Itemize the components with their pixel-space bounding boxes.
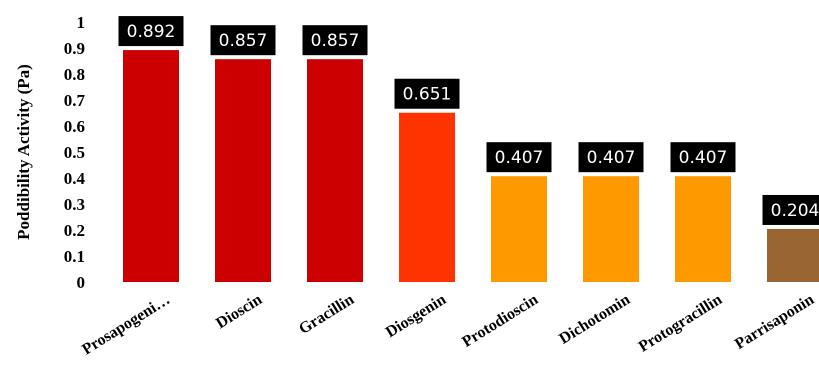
y-tick-label: 0.3 xyxy=(64,195,85,214)
x-category-label: Dichotomin xyxy=(556,291,633,348)
data-label: 0.407 xyxy=(495,148,544,168)
data-label: 0.407 xyxy=(587,148,636,168)
bar xyxy=(583,176,639,282)
y-tick-label: 0.8 xyxy=(64,65,85,84)
data-label: 0.857 xyxy=(311,31,360,51)
bar xyxy=(491,176,547,282)
data-label-box xyxy=(302,25,368,56)
data-label-box xyxy=(578,142,644,173)
data-label: 0.407 xyxy=(679,148,728,168)
data-label-box xyxy=(486,142,552,173)
data-label-box xyxy=(118,16,184,47)
x-category-label: Dioscin xyxy=(213,291,265,332)
data-label-box xyxy=(762,194,819,225)
y-tick-label: 0.4 xyxy=(64,169,86,188)
x-category-label: Diosgenin xyxy=(383,291,449,341)
data-label: 0.892 xyxy=(127,22,176,42)
bar xyxy=(399,112,455,283)
y-tick-label: 1 xyxy=(77,13,86,32)
data-label-box xyxy=(210,25,276,56)
data-label: 0.857 xyxy=(219,31,268,51)
y-tick-label: 0.2 xyxy=(64,221,85,240)
y-tick-label: 0.6 xyxy=(64,117,85,136)
y-tick-label: 0.5 xyxy=(64,143,85,162)
bar xyxy=(215,59,271,283)
x-category-label: Gracillin xyxy=(296,291,357,338)
data-label: 0.204 xyxy=(771,201,819,221)
y-tick-label: 0 xyxy=(77,273,86,292)
x-category-label: Protodioscin xyxy=(459,291,541,351)
y-axis-title: Poddibility Activity (Pa) xyxy=(14,64,33,240)
bar xyxy=(123,50,179,282)
y-tick-label: 0.1 xyxy=(64,247,85,266)
data-label-box xyxy=(394,78,460,109)
bar xyxy=(675,176,731,282)
data-label-box xyxy=(670,142,736,173)
x-category-label: Parrisaponin xyxy=(732,291,817,353)
y-tick-label: 0.9 xyxy=(64,39,85,58)
x-category-label: Protogracillin xyxy=(636,291,725,356)
bar xyxy=(307,59,363,283)
y-tick-label: 0.7 xyxy=(64,91,86,110)
bar xyxy=(767,228,819,282)
x-category-label: Prosapogeni… xyxy=(79,291,173,358)
data-label: 0.651 xyxy=(403,85,452,105)
